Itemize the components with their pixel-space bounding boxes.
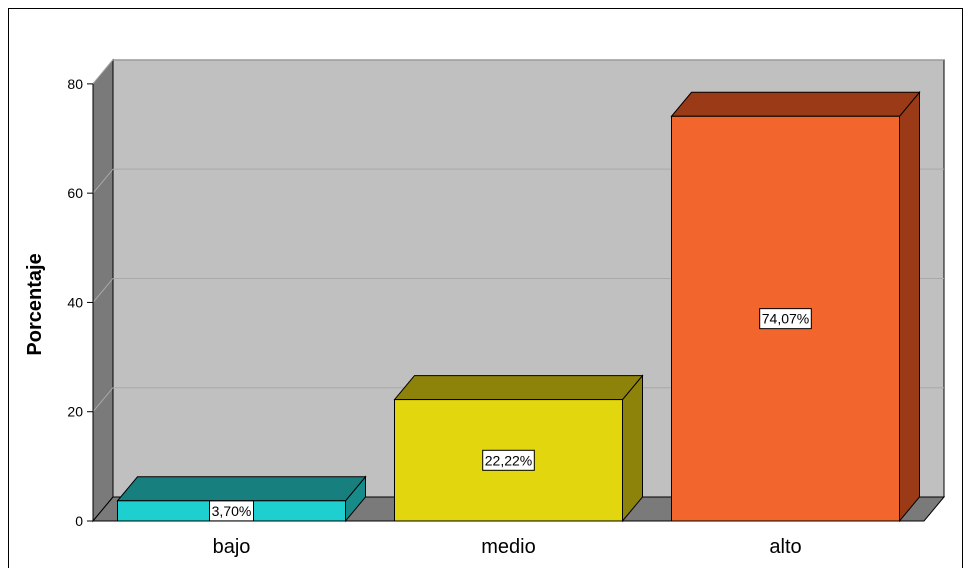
y-tick-label: 20 [67, 404, 83, 420]
bar-top [670, 91, 921, 117]
bar-side [899, 90, 920, 523]
x-tick-label: alto [769, 536, 801, 558]
x-tick-label: medio [481, 536, 535, 558]
bar-side [622, 374, 643, 523]
gridline-side [92, 387, 114, 413]
y-axis-title: Porcentaje [24, 253, 46, 355]
bar-top [116, 476, 367, 502]
y-tick-label: 40 [67, 294, 83, 310]
gridline-side [92, 278, 114, 303]
data-label: 74,07% [762, 311, 809, 327]
data-label: 3,70% [212, 503, 252, 519]
y-tick-label: 60 [67, 185, 83, 201]
gridline-side [92, 59, 114, 85]
bar-top [393, 375, 644, 401]
data-label-box [482, 449, 535, 471]
data-label: 22,22% [485, 452, 532, 468]
x-tick-label: bajo [213, 536, 251, 558]
y-tick-label: 0 [75, 513, 83, 529]
data-label-box [759, 308, 812, 330]
y-tick-label: 80 [67, 76, 83, 92]
gridline-side [92, 168, 114, 194]
